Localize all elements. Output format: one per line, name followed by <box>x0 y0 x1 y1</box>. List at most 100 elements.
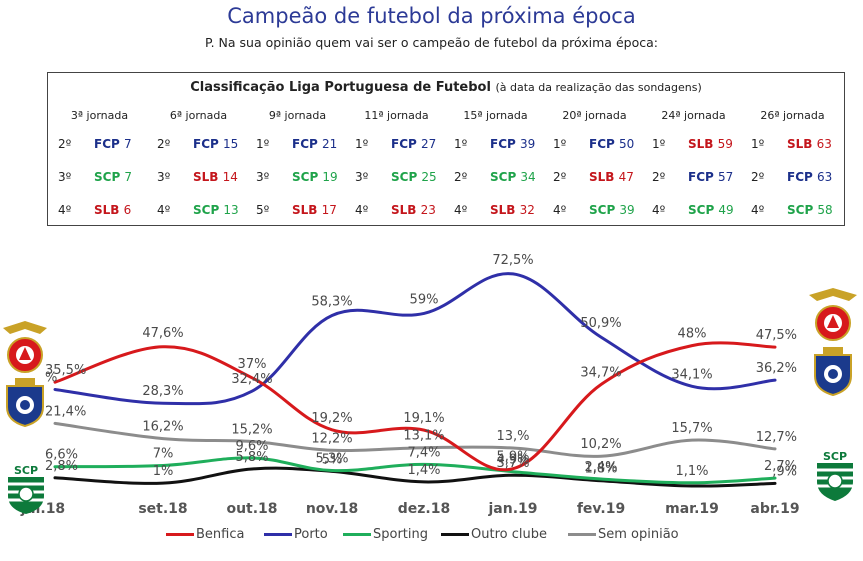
team-code: SCP <box>292 170 323 184</box>
data-label: 34,1% <box>671 367 712 382</box>
standing-position: 5º <box>256 203 270 217</box>
series-line-sem-opinião <box>53 421 777 458</box>
data-label: 7% <box>153 447 174 462</box>
standing-position: 1º <box>355 137 369 151</box>
data-labels: 35,5% 47,6% 37% 19,2% 19,1% 5,9% 34,7% 48% 47,5%… <box>45 253 797 479</box>
legend-label: Porto <box>294 527 328 542</box>
standing-team: SLB 14 <box>193 170 238 184</box>
data-label: 37% <box>238 357 267 372</box>
round-label: 11ª jornada <box>364 109 429 122</box>
legend-swatch <box>441 533 469 536</box>
data-label: 5,8% <box>235 450 268 465</box>
team-points: 59 <box>717 137 733 151</box>
data-label: 9,6% <box>235 439 268 454</box>
data-label: 28,3% <box>142 384 183 399</box>
sporting-crest-icon: SCP <box>8 464 44 514</box>
x-tick-label: mar.19 <box>665 501 719 517</box>
data-label: ,9% <box>772 464 797 479</box>
legend-item-porto: Porto <box>264 527 328 542</box>
standing-position: 3º <box>157 170 171 184</box>
data-label: % <box>45 370 57 385</box>
series-line-porto <box>53 272 777 406</box>
legend-label: Benfica <box>196 527 245 542</box>
standing-position: 1º <box>454 137 468 151</box>
x-tick-label: jan.19 <box>487 501 537 517</box>
data-label: 32,4% <box>231 372 272 387</box>
data-label: 5,3% <box>315 451 348 466</box>
chart-legend: Benfica Porto Sporting Outro clube Sem opini… <box>166 527 706 547</box>
standings-table: Classificação Liga Portuguesa de Futebol… <box>47 72 845 226</box>
standing-position: 4º <box>157 203 171 217</box>
standing-team: SLB 63 <box>787 137 832 151</box>
team-code: SCP <box>391 170 422 184</box>
sporting-crest-icon: SCP <box>817 450 853 501</box>
standing-position: 4º <box>751 203 765 217</box>
legend-swatch <box>264 533 292 536</box>
data-label: 6,6% <box>45 448 78 463</box>
standing-team: SCP 25 <box>391 170 437 184</box>
round-label: 15ª jornada <box>463 109 528 122</box>
data-label: 15,7% <box>671 421 712 436</box>
team-code: SCP <box>193 203 224 217</box>
team-points: 19 <box>322 170 338 184</box>
round-label: 3ª jornada <box>70 109 129 122</box>
team-points: 39 <box>519 137 536 151</box>
standing-team: FCP 15 <box>193 137 238 151</box>
x-tick-label: dez.18 <box>398 501 450 517</box>
team-code: FCP <box>391 137 421 151</box>
standing-team: SLB 17 <box>292 203 337 217</box>
standing-team: SCP 7 <box>94 170 132 184</box>
standing-position: 2º <box>553 170 567 184</box>
data-label: 5% <box>322 452 343 467</box>
team-points: 25 <box>421 170 437 184</box>
standing-position: 2º <box>454 170 468 184</box>
team-code: FCP <box>688 170 718 184</box>
team-points: 7 <box>124 170 133 184</box>
team-points: 14 <box>222 170 238 184</box>
data-label: 47,6% <box>142 326 183 341</box>
data-label: 21,4% <box>45 404 86 419</box>
data-label: 58,3% <box>311 294 352 309</box>
standing-team: SCP 19 <box>292 170 338 184</box>
team-code: FCP <box>787 170 817 184</box>
team-code: FCP <box>589 137 619 151</box>
data-label: 48% <box>678 327 707 342</box>
legend-item-sporting: Sporting <box>343 527 428 542</box>
standing-position: 1º <box>751 137 765 151</box>
series-line-benfica <box>53 341 777 472</box>
standing-position: 2º <box>157 137 171 151</box>
series-lines <box>53 272 777 488</box>
data-label: 13,1% <box>403 429 444 444</box>
data-label: 72,5% <box>492 253 533 268</box>
data-label: 19,1% <box>403 411 444 426</box>
data-label: 1,1% <box>675 464 708 479</box>
legend-swatch <box>568 533 596 536</box>
legend-item-sem-opinião: Sem opinião <box>568 527 679 542</box>
team-code: SLB <box>292 203 322 217</box>
standing-position: 1º <box>652 137 666 151</box>
team-points: 17 <box>321 203 337 217</box>
standing-team: SCP 49 <box>688 203 734 217</box>
data-label: 2,4% <box>584 460 617 475</box>
data-label: 50,9% <box>580 316 621 331</box>
team-code: SCP <box>688 203 719 217</box>
team-code: FCP <box>193 137 223 151</box>
standing-team: SCP 58 <box>787 203 833 217</box>
sporting-crest-text: SCP <box>14 464 38 477</box>
porto-crest-icon <box>814 347 852 396</box>
standing-team: SCP 39 <box>589 203 635 217</box>
standing-position: 2º <box>652 170 666 184</box>
standings-title: Classificação Liga Portuguesa de Futebol… <box>48 80 844 95</box>
standing-team: FCP 39 <box>490 137 535 151</box>
team-code: SCP <box>787 203 818 217</box>
team-points: 13 <box>223 203 239 217</box>
team-points: 39 <box>619 203 635 217</box>
team-points: 6 <box>123 203 132 217</box>
standing-team: SCP 13 <box>193 203 239 217</box>
data-label: 19,2% <box>311 411 352 426</box>
team-code: SLB <box>193 170 223 184</box>
team-code: FCP <box>490 137 520 151</box>
standing-position: 4º <box>355 203 369 217</box>
standing-position: 4º <box>454 203 468 217</box>
data-label: 34,7% <box>580 366 621 381</box>
